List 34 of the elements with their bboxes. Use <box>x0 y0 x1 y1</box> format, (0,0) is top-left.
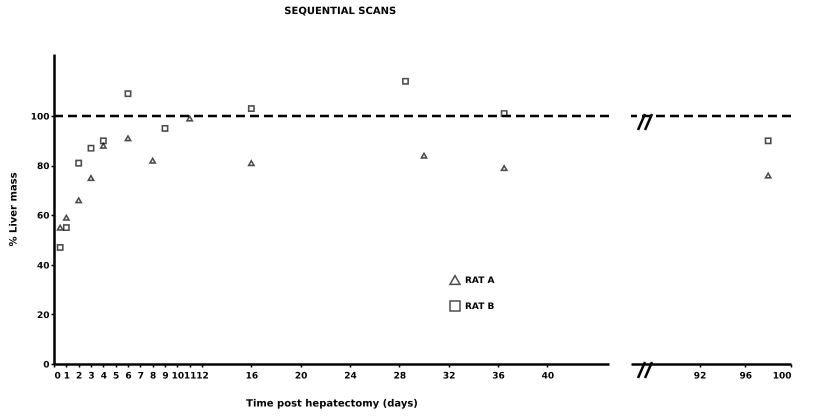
x-tick-label: 3 <box>88 372 95 382</box>
x-tick-label: 24 <box>344 372 357 382</box>
x-tick-label: 7 <box>138 372 144 382</box>
x-tick-label: 11 <box>184 372 196 382</box>
x-tick-label: 9 <box>162 372 169 382</box>
y-tick-label: 80 <box>36 162 50 172</box>
y-tick-label: 40 <box>36 261 50 272</box>
y-tick-label: 60 <box>36 212 50 222</box>
x-tick-label: 20 <box>294 372 308 382</box>
x-tick-label: 4 <box>100 372 107 382</box>
x-tick-label: 1 <box>64 372 70 382</box>
y-axis-title: % Liver mass <box>8 172 20 247</box>
legend-label: RAT B <box>465 302 494 312</box>
x-tick-label: 0 <box>54 372 61 382</box>
x-tick-label: 28 <box>394 372 406 382</box>
x-axis-title: Time post hepatectomy (days) <box>246 398 418 410</box>
x-tick-label: 10 <box>172 372 184 382</box>
x-tick-label: 96 <box>740 372 752 382</box>
x-tick-label: 36 <box>492 372 505 382</box>
x-tick-label: 16 <box>246 372 258 382</box>
x-tick-label: 2 <box>76 372 82 382</box>
y-tick-label: 100 <box>30 112 50 122</box>
x-tick-label: 8 <box>150 372 156 382</box>
x-tick-label: 92 <box>694 372 706 382</box>
legend-label: RAT A <box>465 276 494 286</box>
x-tick-label: 5 <box>113 372 120 382</box>
y-tick-label: 0 <box>43 360 50 370</box>
x-tick-label: 32 <box>442 372 456 382</box>
x-tick-label: 40 <box>542 372 554 382</box>
x-tick-label: 100 <box>772 372 792 382</box>
x-tick-label: 12 <box>196 372 209 382</box>
y-tick-label: 20 <box>36 310 50 321</box>
x-tick-label: 6 <box>125 372 132 382</box>
chart-title: SEQUENTIAL SCANS <box>284 6 396 17</box>
